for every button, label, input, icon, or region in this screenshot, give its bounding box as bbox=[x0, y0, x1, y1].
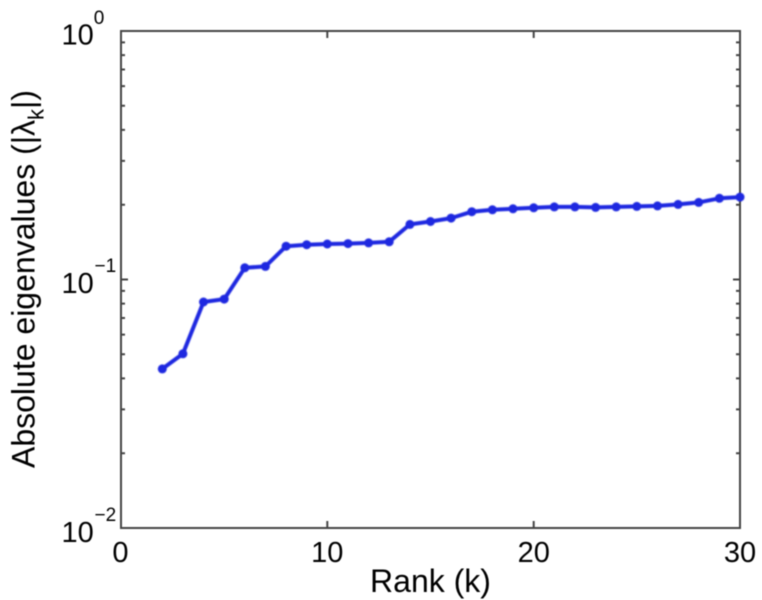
svg-text:0: 0 bbox=[94, 8, 105, 29]
svg-text:20: 20 bbox=[518, 537, 550, 569]
svg-text:Rank (k): Rank (k) bbox=[370, 563, 491, 599]
svg-text:−1: −1 bbox=[95, 256, 117, 277]
svg-text:Absolute eigenvalues (|λk|): Absolute eigenvalues (|λk|) bbox=[6, 90, 49, 468]
svg-text:10: 10 bbox=[311, 537, 343, 569]
svg-text:10: 10 bbox=[62, 268, 94, 300]
svg-text:30: 30 bbox=[724, 537, 756, 569]
svg-text:10: 10 bbox=[62, 517, 94, 549]
svg-text:10: 10 bbox=[62, 20, 94, 52]
svg-text:0: 0 bbox=[112, 537, 128, 569]
svg-text:−2: −2 bbox=[95, 505, 117, 526]
